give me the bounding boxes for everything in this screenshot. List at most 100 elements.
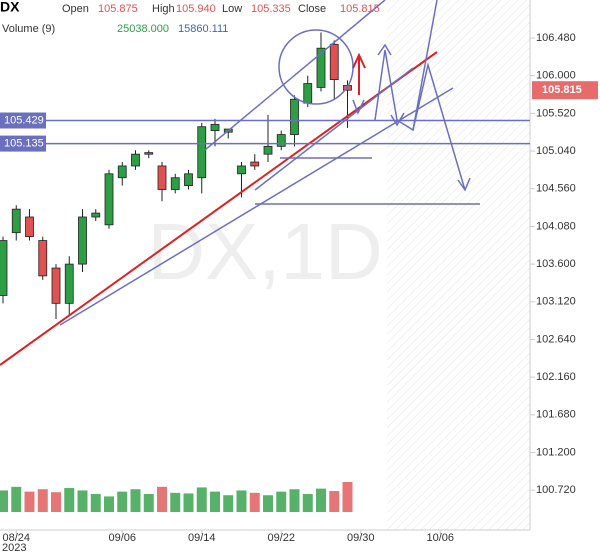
y-tick-label: 103.600: [536, 258, 576, 270]
last-price-label: 105.815: [542, 84, 582, 96]
volume-bar: [170, 492, 181, 512]
x-tick-label: 09/14: [188, 532, 216, 544]
arrow: [352, 52, 366, 69]
volume-bar: [104, 496, 114, 512]
y-tick-label: 105.040: [536, 145, 576, 157]
ohlc-label: Open: [62, 3, 89, 15]
last-price-box: [532, 81, 598, 100]
candle-body: [0, 240, 8, 296]
y-tick-label: 106.000: [536, 70, 576, 82]
volume-bar: [90, 494, 101, 512]
volume-bar: [289, 489, 300, 512]
plot: [0, 32, 353, 512]
y-tick-label: 102.640: [536, 333, 576, 345]
level-box: [0, 135, 46, 152]
x-tick-label: 09/30: [347, 532, 375, 544]
volume-bar: [210, 491, 220, 512]
volume-bar: [183, 493, 194, 512]
level-box: [0, 112, 46, 129]
volume-bar: [64, 488, 75, 512]
volume-bar: [37, 489, 48, 512]
volume-bar: [249, 492, 260, 512]
ohlc-label: Low: [222, 3, 242, 15]
volume-bar: [263, 495, 273, 512]
candle-body: [250, 161, 260, 167]
y-tick-label: 100.720: [536, 484, 576, 496]
ohlc-value: 105.815: [340, 3, 380, 15]
arrow: [352, 43, 471, 192]
volume-bar: [329, 491, 340, 512]
candle-body: [25, 216, 34, 238]
watermark: DX,1D: [147, 207, 383, 296]
volume-bar: [77, 490, 88, 512]
candle-body: [263, 145, 273, 155]
volume-bar: [11, 486, 22, 512]
year-label: 2023: [2, 542, 26, 554]
candle-body: [210, 123, 220, 132]
x-tick-label: 09/22: [267, 532, 295, 544]
ohlc-label: High: [152, 3, 175, 15]
volume-bar: [24, 491, 35, 512]
candle-body: [51, 267, 61, 304]
y-tick-label: 103.120: [536, 296, 576, 308]
ohlc-value: 105.940: [176, 3, 216, 15]
trend-line: [254, 67, 414, 191]
candle-body: [131, 153, 140, 167]
volume-label: Volume (9): [2, 23, 55, 35]
volume-bar: [51, 492, 61, 512]
y-tick-label: 101.200: [536, 446, 576, 458]
volume-bar: [276, 491, 287, 512]
candle-body: [144, 152, 154, 155]
header: Open 105.875 High 105.940 Low 105.335 Close 105…: [62, 3, 380, 15]
y-tick-label: 102.160: [536, 371, 576, 383]
trend-line: [0, 51, 438, 366]
candle-body: [117, 165, 127, 179]
x-tick-label: 10/06: [426, 532, 454, 544]
candle-body: [276, 134, 286, 147]
trend-line: [59, 87, 454, 326]
volume-bar: [157, 486, 167, 512]
path: [412, 62, 466, 191]
volume-bar: [130, 489, 141, 512]
candle-body: [157, 165, 167, 190]
level-label: 105.135: [4, 137, 44, 149]
volume-bar: [342, 482, 353, 512]
candle-body: [11, 208, 21, 234]
circle: [278, 29, 354, 105]
candle-body: [329, 43, 339, 81]
volume-value: 25038.000: [117, 23, 169, 35]
candle-body: [316, 47, 326, 88]
ohlc-value: 105.335: [251, 3, 291, 15]
y-tick-label: 101.680: [536, 409, 576, 421]
volume-bar: [236, 490, 247, 512]
y-tick-label: 104.080: [536, 220, 576, 232]
level-label: 105.429: [4, 114, 44, 126]
volume-bar: [117, 491, 128, 512]
volume-bar: [0, 490, 8, 512]
candle-body: [197, 126, 207, 179]
candle-body: [91, 212, 101, 218]
candle-body: [303, 83, 313, 104]
y-tick-label: 106.480: [536, 32, 576, 44]
future-area: [387, 0, 530, 530]
y-tick-label: 104.560: [536, 183, 576, 195]
volume-bar: [316, 488, 326, 512]
trend-line: [204, 0, 386, 151]
x-tick-label: 08/24: [2, 532, 30, 544]
candle-body: [184, 173, 193, 186]
volume-bar: [196, 487, 207, 512]
candle-body: [64, 263, 74, 304]
ohlc-label: Close: [298, 3, 326, 15]
y-tick-label: 105.520: [536, 107, 576, 119]
x-tick-label: 09/06: [108, 532, 136, 544]
candle-body: [237, 165, 246, 175]
volume-bar: [223, 495, 234, 512]
candle-body: [38, 240, 48, 277]
candle-body: [170, 177, 180, 190]
volume-bar: [143, 494, 154, 512]
symbol: DX: [0, 0, 20, 15]
volume-average: 15860.111: [178, 23, 228, 35]
candle-body: [78, 216, 87, 265]
ohlc-value: 105.875: [98, 3, 138, 15]
